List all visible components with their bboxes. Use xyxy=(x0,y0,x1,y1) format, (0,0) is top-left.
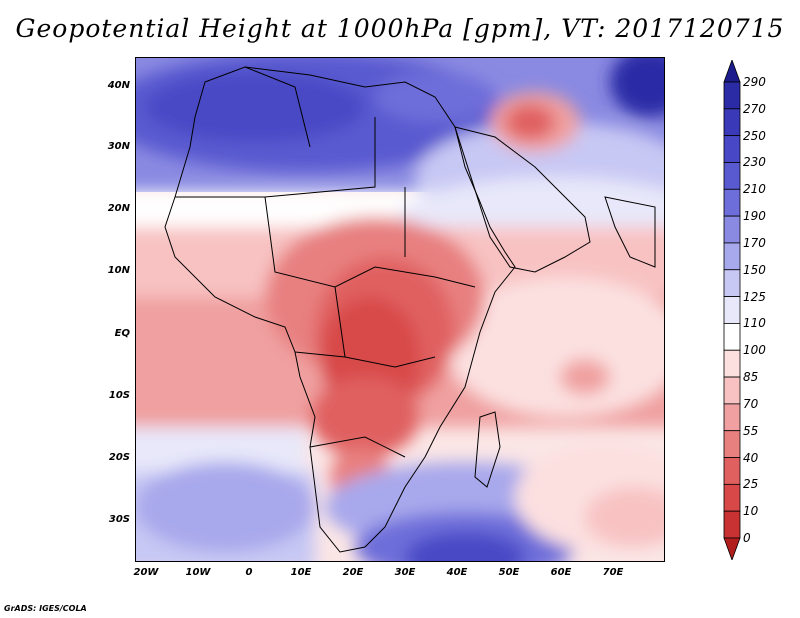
lon-tick-label: 60E xyxy=(550,567,572,578)
map-title: Geopotential Height at 1000hPa [gpm], VT… xyxy=(15,14,785,43)
colorbar-segment xyxy=(723,215,741,244)
colorbar-tick-label: 190 xyxy=(743,209,766,224)
lat-tick-label: EQ xyxy=(114,328,130,339)
lon-tick-label: 20W xyxy=(133,567,159,578)
footer-credit: GrADS: IGES/COLA xyxy=(4,604,87,613)
colorbar-tick-label: 125 xyxy=(743,289,766,304)
lat-tick-label: 10N xyxy=(107,265,130,276)
lon-tick-label: 20E xyxy=(342,567,364,578)
colorbar-tick-label: 270 xyxy=(743,101,766,116)
colorbar-segment xyxy=(723,188,741,217)
lon-tick-label: 50E xyxy=(498,567,520,578)
colorbar-tick-label: 55 xyxy=(743,423,759,438)
colorbar-tick-label: 230 xyxy=(743,155,766,170)
colorbar-segment xyxy=(723,430,741,458)
map-panel xyxy=(135,57,665,562)
colorbar-tick-label: 170 xyxy=(743,235,766,250)
lon-tick-label: 10W xyxy=(185,567,211,578)
lon-tick-label: 70E xyxy=(602,567,624,578)
lat-tick-label: 10S xyxy=(108,390,130,401)
colorbar-segment xyxy=(723,162,741,190)
lat-tick-label: 40N xyxy=(107,80,130,91)
colorbar-segment xyxy=(723,242,741,271)
lon-tick-label: 10E xyxy=(290,567,312,578)
colorbar-tick-label: 290 xyxy=(743,75,766,89)
colorbar-tick-label: 40 xyxy=(743,450,759,465)
colorbar-segment xyxy=(723,457,741,485)
colorbar-segment xyxy=(723,296,741,324)
lat-tick-label: 20S xyxy=(108,452,130,463)
colorbar-segment xyxy=(723,483,741,512)
colorbar-tick-label: 100 xyxy=(743,343,766,358)
colorbar-segment xyxy=(723,135,741,163)
lon-tick-label: 40E xyxy=(446,567,468,578)
colorbar-segment xyxy=(723,108,741,137)
lat-tick-label: 30N xyxy=(107,141,130,152)
colorbar-segment xyxy=(723,269,741,297)
colorbar-segment xyxy=(723,403,741,432)
colorbar-segment xyxy=(723,349,741,378)
colorbar-segment xyxy=(723,81,741,110)
colorbar-segment xyxy=(723,323,741,351)
lat-tick-label: 20N xyxy=(107,203,130,214)
colorbar-tick-label: 150 xyxy=(743,262,766,277)
colorbar-tick-label: 85 xyxy=(743,370,759,385)
colorbar-tick-label: 25 xyxy=(743,477,759,492)
colorbar-segment xyxy=(723,376,741,405)
colorbar xyxy=(723,60,741,560)
colorbar-max-arrow xyxy=(723,60,741,83)
colorbar-tick-label: 70 xyxy=(743,396,759,411)
colorbar-tick-label: 250 xyxy=(743,128,766,143)
coastlines xyxy=(164,66,656,553)
colorbar-tick-label: 10 xyxy=(743,504,759,519)
lon-tick-label: 30E xyxy=(394,567,416,578)
colorbar-min-arrow xyxy=(723,537,741,560)
colorbar-tick-label: 110 xyxy=(743,316,766,331)
geopotential-field xyxy=(135,57,665,562)
lon-tick-label: 0 xyxy=(245,567,253,578)
lat-tick-label: 30S xyxy=(108,514,130,525)
colorbar-segment xyxy=(723,510,741,539)
colorbar-tick-label: 210 xyxy=(743,182,766,197)
colorbar-tick-label: 0 xyxy=(743,531,751,545)
